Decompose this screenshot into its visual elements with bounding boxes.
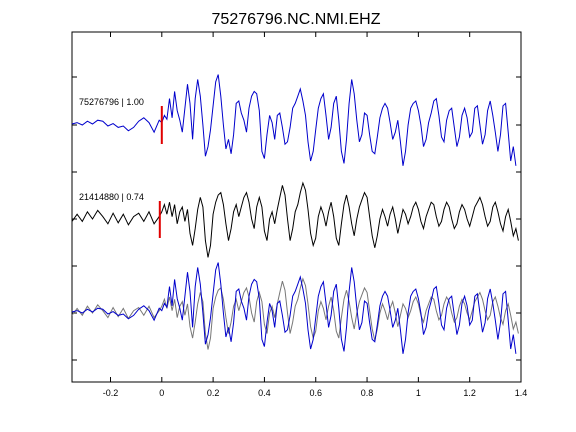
x-tick-label: 0.6 xyxy=(309,388,322,398)
trace-line-1 xyxy=(71,74,517,166)
y-axis-ticks xyxy=(72,76,521,361)
overlay-line-primary xyxy=(71,262,517,354)
traces xyxy=(71,74,519,354)
x-axis: -0.2 0 0.2 0.4 0.6 0.8 1 1.2 1.4 xyxy=(103,32,528,398)
x-tick-label: 0.8 xyxy=(361,388,374,398)
x-tick-label: 1.4 xyxy=(515,388,528,398)
x-tick-label: 1.2 xyxy=(463,388,476,398)
x-tick-label: -0.2 xyxy=(103,388,119,398)
x-tick-label: 1 xyxy=(416,388,421,398)
x-tick-label: 0 xyxy=(159,388,164,398)
trace-label-1: 75276796 | 1.00 xyxy=(79,97,144,107)
x-tick-label: 0.2 xyxy=(207,388,220,398)
x-tick-label: 0.4 xyxy=(258,388,271,398)
trace-line-2 xyxy=(71,181,519,258)
chart-title: 75276796.NC.NMI.EHZ xyxy=(212,11,381,28)
trace-label-2: 21414880 | 0.74 xyxy=(79,192,144,202)
overlay-line-reference xyxy=(71,277,519,350)
pick-markers xyxy=(158,106,163,238)
